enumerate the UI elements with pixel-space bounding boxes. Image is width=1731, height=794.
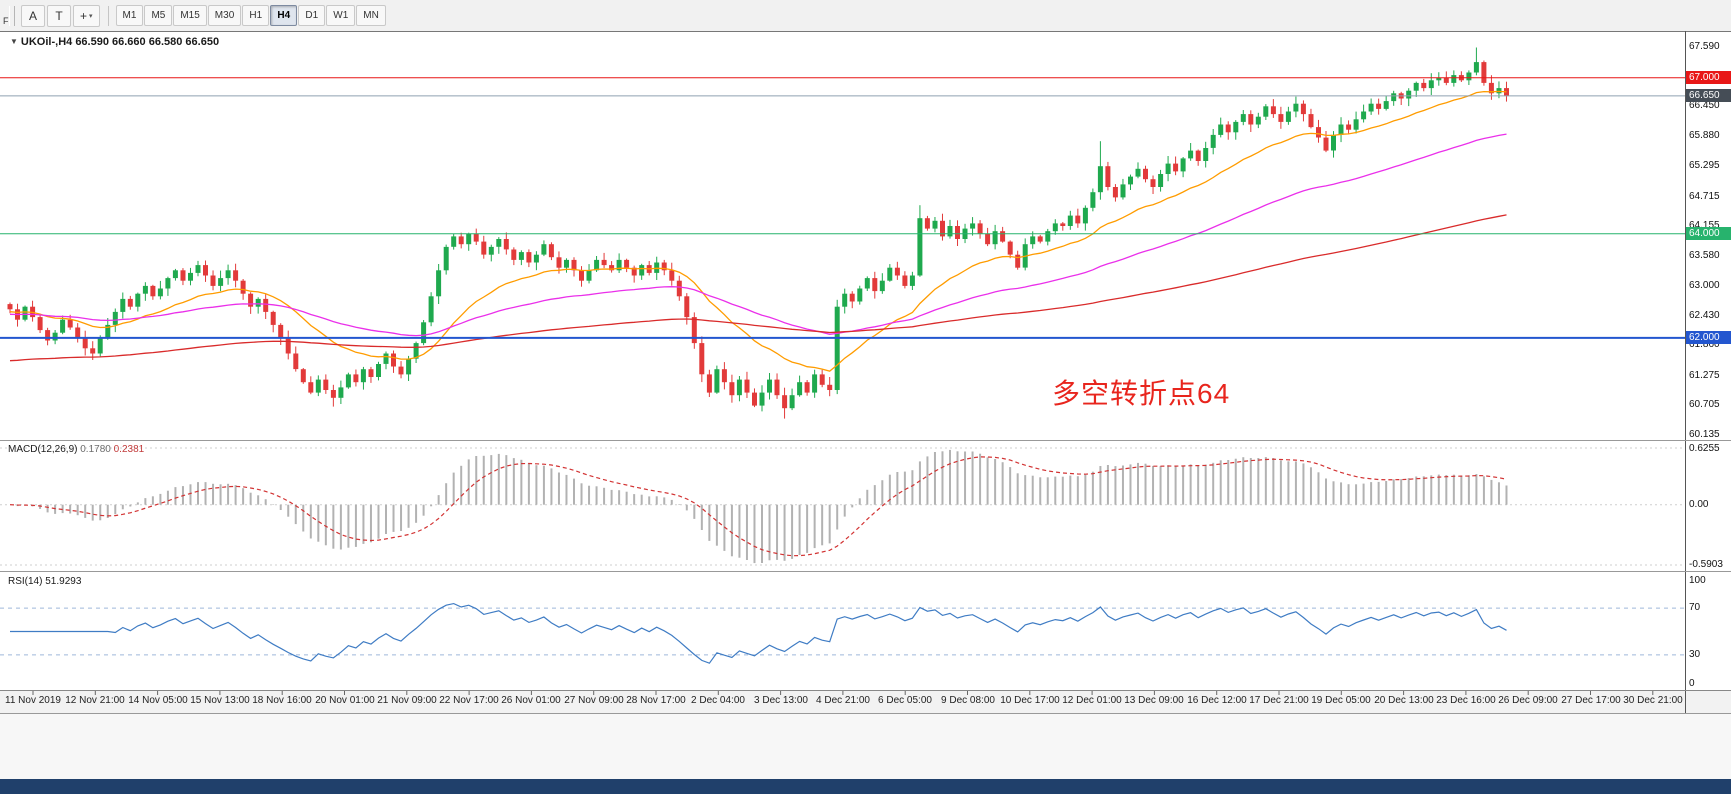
price-axis-label[interactable]: 62.430: [1689, 310, 1720, 321]
price-axis-label[interactable]: 63.580: [1689, 250, 1720, 261]
rsi-axis-0-label: 0: [1689, 678, 1695, 689]
rsi-axis-70-label: 70: [1689, 602, 1701, 613]
time-axis-label[interactable]: 27 Dec 17:00: [1561, 695, 1621, 706]
time-axis-label[interactable]: 26 Dec 09:00: [1498, 695, 1558, 706]
macd-name: MACD(12,26,9): [8, 444, 78, 455]
chart-title-text: UKOil-,H4 66.590 66.660 66.580 66.650: [20, 36, 220, 48]
price-axis-label[interactable]: 66.450: [1689, 100, 1720, 111]
time-axis-label[interactable]: 19 Dec 05:00: [1311, 695, 1371, 706]
time-axis-label[interactable]: 2 Dec 04:00: [691, 695, 745, 706]
toolbar: A T + ▾ M1 M5 M15 M30 H1 H4 D1 W1 MN: [0, 0, 1731, 32]
time-axis-label[interactable]: 20 Nov 01:00: [315, 695, 375, 706]
time-axis-label[interactable]: 23 Dec 16:00: [1436, 695, 1496, 706]
time-axis-label[interactable]: 16 Dec 12:00: [1187, 695, 1247, 706]
ma-line-slow: [9, 214, 1507, 362]
time-axis-label[interactable]: 14 Nov 05:00: [128, 695, 188, 706]
time-axis-strip[interactable]: [0, 691, 1731, 714]
time-axis-label[interactable]: 3 Dec 13:00: [754, 695, 808, 706]
macd-axis-max-label: 0.6255: [1689, 443, 1720, 454]
chart-annotation-text[interactable]: 多空转折点64: [1052, 378, 1231, 409]
time-axis-label[interactable]: 12 Dec 01:00: [1062, 695, 1122, 706]
toolbar-f-label: F: [3, 16, 9, 26]
text-tool-icon: T: [55, 8, 63, 23]
timeframe-button-d1[interactable]: D1: [298, 5, 326, 26]
macd-histogram: [16, 449, 1508, 564]
price-axis-label[interactable]: 60.705: [1689, 399, 1720, 410]
chart-title: ▼ UKOil-,H4 66.590 66.660 66.580 66.650: [10, 36, 219, 48]
rsi-axis-100-label: 100: [1689, 575, 1706, 586]
rsi-value: 51.9293: [45, 576, 82, 587]
price-axis-label[interactable]: 64.715: [1689, 191, 1720, 202]
time-axis-label[interactable]: 6 Dec 05:00: [878, 695, 932, 706]
time-axis-label[interactable]: 12 Nov 21:00: [65, 695, 125, 706]
chevron-down-icon: ▾: [89, 12, 93, 20]
support-64-price-tag: 64.000: [1686, 227, 1731, 240]
time-axis-label[interactable]: 17 Dec 21:00: [1249, 695, 1309, 706]
taskbar: [0, 779, 1731, 794]
text-label-tool-icon: A: [28, 8, 37, 23]
chart-area[interactable]: [0, 31, 1731, 714]
macd-signal-line: [9, 456, 1507, 557]
rsi-axis-30-label: 30: [1689, 649, 1701, 660]
timeframe-button-h1[interactable]: H1: [242, 5, 270, 26]
price-axis-label[interactable]: 63.000: [1689, 280, 1720, 291]
ma-line-medium: [9, 133, 1507, 337]
timeframe-toolbar: M1 M5 M15 M30 H1 H4 D1 W1 MN: [115, 5, 387, 26]
price-axis-label[interactable]: 65.295: [1689, 160, 1720, 171]
timeframe-button-m5[interactable]: M5: [144, 5, 173, 26]
time-axis-label[interactable]: 27 Nov 09:00: [564, 695, 624, 706]
time-axis-label[interactable]: 15 Nov 13:00: [190, 695, 250, 706]
text-tool-button[interactable]: T: [47, 4, 71, 27]
rsi-label: RSI(14) 51.9293: [8, 576, 81, 587]
time-axis-label[interactable]: 9 Dec 08:00: [941, 695, 995, 706]
macd-axis-min-label: -0.5903: [1689, 559, 1723, 570]
timeframe-button-m30[interactable]: M30: [207, 5, 242, 26]
time-axis-label[interactable]: 13 Dec 09:00: [1124, 695, 1184, 706]
price-axis-label[interactable]: 65.880: [1689, 130, 1720, 141]
time-axis-label[interactable]: 26 Nov 01:00: [501, 695, 561, 706]
resistance-67-price-tag: 67.000: [1686, 71, 1731, 84]
timeframe-button-m1[interactable]: M1: [115, 5, 144, 26]
price-axis-label[interactable]: 61.860: [1689, 339, 1720, 350]
price-axis-label[interactable]: 61.275: [1689, 370, 1720, 381]
timeframe-button-mn[interactable]: MN: [356, 5, 386, 26]
macd-label: MACD(12,26,9) 0.1780 0.2381: [8, 444, 144, 455]
rsi-name: RSI(14): [8, 576, 43, 587]
workspace-empty-area: [0, 714, 1731, 779]
toolbar-grip[interactable]: [9, 5, 15, 26]
bid-price-price-tag: 66.650: [1686, 89, 1731, 102]
price-axis-label[interactable]: 60.135: [1689, 429, 1720, 440]
symbol-marker-icon: ▼: [10, 37, 18, 46]
time-axis-label[interactable]: 21 Nov 09:00: [377, 695, 437, 706]
time-axis-label[interactable]: 18 Nov 16:00: [252, 695, 312, 706]
crosshair-icon: +: [80, 8, 88, 23]
timeframe-button-h4[interactable]: H4: [270, 5, 298, 26]
time-axis-label[interactable]: 11 Nov 2019: [5, 695, 61, 706]
time-axis-label[interactable]: 20 Dec 13:00: [1374, 695, 1434, 706]
toolbar-separator: [107, 5, 109, 26]
macd-main-value: 0.1780: [80, 444, 111, 455]
support-62-price-tag: 62.000: [1686, 331, 1731, 344]
price-axis-label[interactable]: 67.590: [1689, 41, 1720, 52]
candles-series: [7, 47, 1509, 419]
ma-line-fast: [9, 90, 1507, 372]
text-label-tool-button[interactable]: A: [21, 4, 45, 27]
macd-axis-zero-label: 0.00: [1689, 499, 1709, 510]
time-axis-label[interactable]: 28 Nov 17:00: [626, 695, 686, 706]
time-axis-label[interactable]: 4 Dec 21:00: [816, 695, 870, 706]
crosshair-tool-button[interactable]: + ▾: [73, 4, 100, 27]
price-axis-label[interactable]: 64.155: [1689, 220, 1720, 231]
rsi-line: [10, 602, 1507, 664]
time-axis-label[interactable]: 30 Dec 21:00: [1623, 695, 1683, 706]
macd-signal-value: 0.2381: [113, 444, 145, 455]
timeframe-button-m15[interactable]: M15: [173, 5, 207, 26]
timeframe-button-w1[interactable]: W1: [326, 5, 356, 26]
time-axis-label[interactable]: 22 Nov 17:00: [439, 695, 499, 706]
time-axis-label[interactable]: 10 Dec 17:00: [1000, 695, 1060, 706]
